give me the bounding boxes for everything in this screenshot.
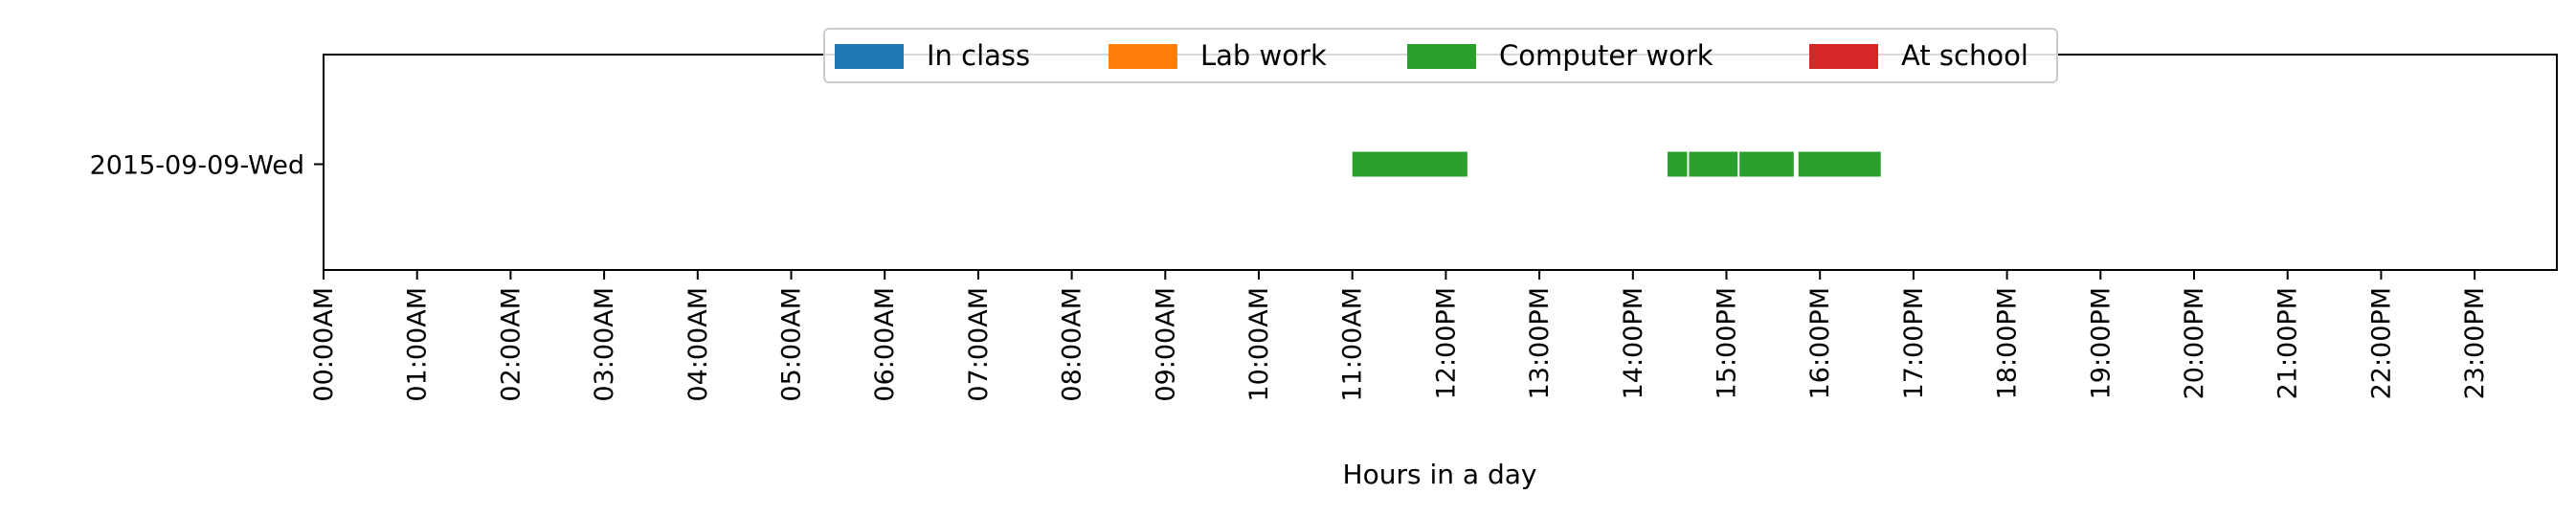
x-axis-title: Hours in a day	[1343, 459, 1537, 490]
bar-0-0	[1352, 151, 1467, 177]
legend-swatch-2	[1407, 44, 1476, 69]
x-tick-label-18: 18:00PM	[1993, 287, 2023, 399]
bar-0-2	[1689, 151, 1738, 177]
x-tick-label-2: 02:00AM	[496, 287, 526, 402]
x-tick-label-7: 07:00AM	[964, 287, 994, 402]
x-tick-label-23: 23:00PM	[2460, 287, 2490, 399]
legend: In class Lab work Computer work At school	[823, 28, 2058, 83]
x-tick-label-22: 22:00PM	[2366, 287, 2396, 399]
x-tick-label-5: 05:00AM	[777, 287, 807, 402]
x-tick-label-8: 08:00AM	[1058, 287, 1087, 402]
x-tick-label-17: 17:00PM	[1899, 287, 1929, 399]
x-tick-label-4: 04:00AM	[683, 287, 713, 402]
legend-label-1: Lab work	[1200, 39, 1327, 72]
x-tick-label-6: 06:00AM	[870, 287, 900, 402]
x-tick-label-0: 00:00AM	[309, 287, 339, 402]
bars-layer	[1352, 151, 1881, 177]
legend-label-3: At school	[1901, 39, 2028, 72]
x-tick-label-10: 10:00AM	[1244, 287, 1274, 402]
x-tick-label-15: 15:00PM	[1713, 287, 1742, 399]
x-axis: 00:00AM 01:00AM 02:00AM 03:00AM 04:00AM 05:00…	[309, 270, 2490, 402]
y-axis: 2015-09-09-Wed	[90, 151, 324, 181]
bar-0-4	[1798, 151, 1881, 177]
x-tick-label-9: 09:00AM	[1151, 287, 1180, 402]
y-tick-label-0: 2015-09-09-Wed	[90, 151, 304, 181]
x-tick-label-3: 03:00AM	[590, 287, 619, 402]
x-tick-label-11: 11:00AM	[1338, 287, 1368, 402]
bar-0-1	[1667, 151, 1688, 177]
x-tick-label-16: 16:00PM	[1805, 287, 1835, 399]
x-tick-label-19: 19:00PM	[2086, 287, 2116, 399]
legend-swatch-1	[1109, 44, 1177, 69]
x-tick-label-21: 21:00PM	[2274, 287, 2303, 399]
x-tick-label-20: 20:00PM	[2180, 287, 2209, 399]
x-tick-label-12: 12:00PM	[1431, 287, 1461, 399]
x-tick-label-13: 13:00PM	[1525, 287, 1555, 399]
legend-swatch-0	[835, 44, 904, 69]
legend-label-0: In class	[927, 39, 1030, 72]
x-tick-label-14: 14:00PM	[1619, 287, 1648, 399]
legend-label-2: Computer work	[1499, 39, 1714, 72]
bar-0-3	[1739, 151, 1794, 177]
legend-swatch-3	[1809, 44, 1878, 69]
x-tick-label-1: 01:00AM	[403, 287, 433, 402]
